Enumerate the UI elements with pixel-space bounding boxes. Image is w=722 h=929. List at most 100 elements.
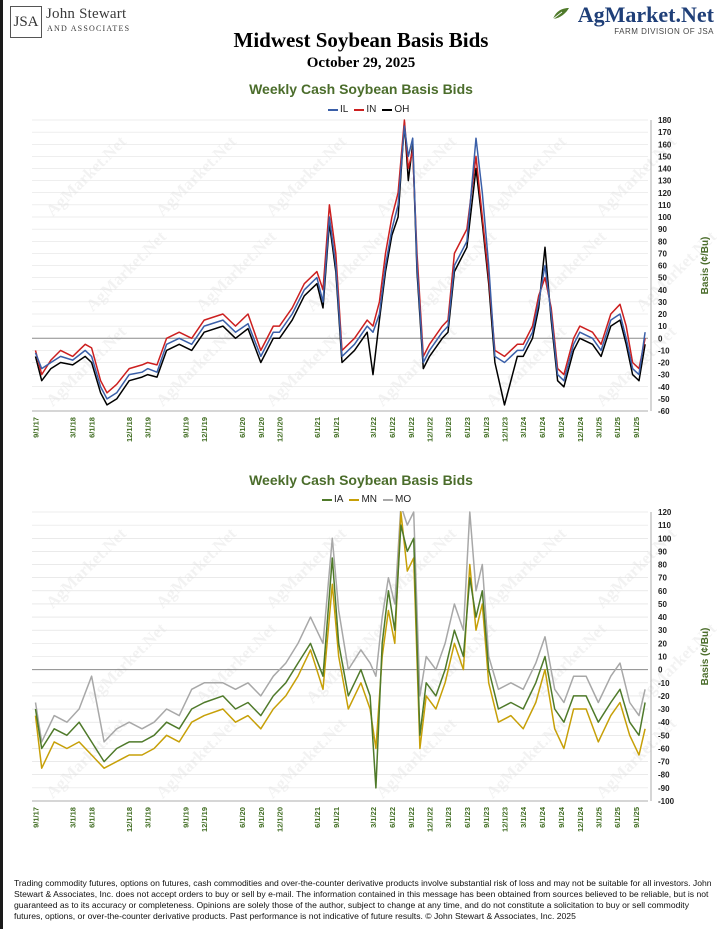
jsa-company-name: John Stewart: [46, 6, 127, 22]
x-tick-label: 9/1/17: [31, 807, 40, 828]
legend-item-mo: MO: [383, 494, 411, 505]
chart-1-group: AgMarket.Net AgMarket.Net AgMarket.Net AgMa…: [31, 116, 720, 442]
legend-label: IA: [334, 494, 344, 505]
y-tick-label: 180: [658, 116, 672, 125]
y-tick-label: -100: [658, 797, 675, 806]
x-tick-label: 6/1/21: [313, 417, 322, 438]
x-tick-label: 9/1/17: [31, 417, 40, 438]
y-tick-label: 120: [658, 508, 672, 517]
watermark: AgMarket.Net: [152, 322, 240, 410]
legend-label: MO: [395, 494, 412, 505]
watermark: AgMarket.Net: [192, 619, 280, 707]
watermark: AgMarket.Net: [42, 132, 130, 220]
legend-item-ia: IA: [322, 494, 343, 505]
agmarket-subtitle: FARM DIVISION OF JSA: [614, 27, 714, 36]
y-tick-label: 10: [658, 322, 667, 331]
legend-item-mn: MN: [349, 494, 377, 505]
x-tick-label: 9/1/21: [332, 807, 341, 828]
y-tick-label: 30: [658, 626, 667, 635]
left-border-rule: [0, 0, 3, 929]
watermark: AgMarket.Net: [152, 132, 240, 220]
y-tick-label: -60: [658, 744, 670, 753]
watermark: AgMarket.Net: [152, 714, 240, 802]
y-tick-label: -80: [658, 771, 670, 780]
watermark: AgMarket.Net: [262, 714, 350, 802]
legend-label: IN: [366, 104, 377, 115]
jsa-logo-mark: JSA: [10, 6, 42, 38]
x-tick-label: 6/1/23: [463, 807, 472, 828]
x-tick-label: 6/1/24: [538, 806, 547, 828]
chart-1-legend: IL IN OH: [328, 104, 409, 115]
y-tick-label: 70: [658, 249, 667, 258]
y-tick-label: -30: [658, 705, 670, 714]
x-tick-label: 12/1/19: [200, 807, 209, 832]
y-tick-label: -90: [658, 784, 670, 793]
agmarket-leaf-icon: [552, 8, 569, 20]
legend-label: OH: [394, 104, 410, 115]
x-tick-label: 12/1/20: [275, 417, 284, 442]
x-tick-label: 3/1/19: [144, 417, 153, 438]
x-tick-label: 9/1/22: [407, 417, 416, 438]
y-tick-label: 50: [658, 600, 667, 609]
x-tick-label: 6/1/21: [313, 807, 322, 828]
watermark: AgMarket.Net: [262, 322, 350, 410]
x-tick-label: 9/1/20: [257, 807, 266, 828]
legend-swatch: [349, 498, 360, 501]
disclaimer-text: Trading commodity futures, options on fu…: [14, 878, 712, 921]
x-tick-label: 9/1/20: [257, 417, 266, 438]
x-tick-label: 9/1/19: [182, 417, 191, 438]
y-tick-label: 10: [658, 653, 667, 662]
y-tick-label: 160: [658, 140, 672, 149]
watermark: AgMarket.Net: [42, 524, 130, 612]
x-tick-label: 3/1/24: [519, 806, 528, 828]
chart-2-title: Weekly Cash Soybean Basis Bids: [249, 472, 473, 488]
x-tick-label: 3/1/22: [369, 807, 378, 828]
y-tick-label: 30: [658, 298, 667, 307]
x-tick-label: 3/1/25: [594, 417, 603, 438]
y-tick-label: 130: [658, 177, 672, 186]
x-tick-label: 9/1/22: [407, 807, 416, 828]
x-tick-label: 6/1/18: [88, 417, 97, 438]
y-axis-label: Basis (¢/Bu): [700, 237, 711, 295]
x-tick-label: 12/1/23: [501, 417, 510, 442]
x-tick-label: 9/1/19: [182, 807, 191, 828]
series-group: [34, 511, 646, 789]
x-tick-label: 12/1/18: [125, 417, 134, 442]
y-tick-label: 150: [658, 152, 672, 161]
y-tick-label: -70: [658, 758, 670, 767]
y-tick-label: 40: [658, 286, 667, 295]
x-tick-label: 6/1/20: [238, 417, 247, 438]
jsa-company-subtitle: AND ASSOCIATES: [47, 24, 131, 33]
x-tick-label: 6/1/22: [388, 417, 397, 438]
x-tick-label: 3/1/18: [69, 417, 78, 438]
watermark: AgMarket.Net: [262, 132, 350, 220]
legend-item-in: IN: [354, 104, 376, 115]
y-tick-label: 110: [658, 521, 671, 530]
y-tick-label: 20: [658, 310, 667, 319]
x-tick-label: 9/1/25: [632, 807, 641, 828]
legend-item-il: IL: [328, 104, 348, 115]
y-tick-label: 110: [658, 201, 671, 210]
y-tick-label: 50: [658, 274, 667, 283]
y-tick-label: -60: [658, 407, 670, 416]
y-tick-label: -40: [658, 718, 670, 727]
y-tick-label: 60: [658, 587, 667, 596]
x-tick-label: 6/1/18: [88, 807, 97, 828]
watermark: AgMarket.Net: [372, 322, 460, 410]
x-tick-label: 12/1/23: [501, 807, 510, 832]
y-tick-label: 120: [658, 189, 672, 198]
series-line-il: [34, 125, 646, 400]
x-tick-label: 3/1/18: [69, 807, 78, 828]
x-tick-label: 12/1/24: [576, 806, 585, 832]
x-tick-label: 12/1/20: [275, 807, 284, 832]
legend-swatch: [382, 108, 393, 111]
x-tick-label: 6/1/24: [538, 416, 547, 438]
x-tick-label: 6/1/22: [388, 807, 397, 828]
legend-item-oh: OH: [382, 104, 409, 115]
watermark: AgMarket.Net: [482, 132, 570, 220]
legend-label: IL: [340, 104, 349, 115]
y-tick-label: 0: [658, 334, 663, 343]
y-tick-label: 80: [658, 561, 667, 570]
x-tick-label: 12/1/19: [200, 417, 209, 442]
y-tick-label: -50: [658, 395, 670, 404]
